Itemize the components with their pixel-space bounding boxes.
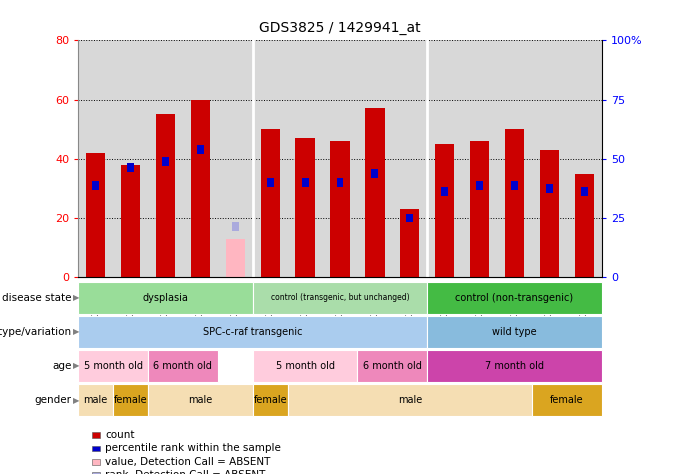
Text: GDS3825 / 1429941_at: GDS3825 / 1429941_at <box>259 21 421 36</box>
Bar <box>86 153 105 277</box>
Bar <box>435 144 454 277</box>
Bar <box>302 178 309 187</box>
Bar <box>337 178 343 187</box>
Bar <box>121 165 140 277</box>
Text: rank, Detection Call = ABSENT: rank, Detection Call = ABSENT <box>105 470 266 474</box>
Bar <box>540 150 559 277</box>
Text: 6 month old: 6 month old <box>363 361 422 371</box>
Bar <box>232 222 239 231</box>
Text: 6 month old: 6 month old <box>154 361 212 371</box>
Bar <box>92 181 99 190</box>
Text: percentile rank within the sample: percentile rank within the sample <box>105 443 282 454</box>
Bar <box>330 141 350 277</box>
Bar <box>511 181 518 190</box>
Bar <box>546 184 553 193</box>
Bar <box>505 129 524 277</box>
Bar <box>260 129 279 277</box>
Text: male: male <box>188 395 212 405</box>
Text: ▶: ▶ <box>73 362 80 370</box>
Bar <box>476 181 483 190</box>
Bar <box>226 239 245 277</box>
Text: male: male <box>398 395 422 405</box>
Bar <box>296 138 315 277</box>
Text: wild type: wild type <box>492 327 537 337</box>
Bar <box>127 163 134 172</box>
Text: ▶: ▶ <box>73 396 80 404</box>
Text: control (transgenic, but unchanged): control (transgenic, but unchanged) <box>271 293 409 302</box>
Text: 5 month old: 5 month old <box>84 361 143 371</box>
Bar <box>581 187 588 196</box>
Bar <box>401 209 420 277</box>
Text: disease state: disease state <box>2 292 71 303</box>
Text: genotype/variation: genotype/variation <box>0 327 71 337</box>
Text: dysplasia: dysplasia <box>143 292 188 303</box>
Text: gender: gender <box>35 395 71 405</box>
Text: ▶: ▶ <box>73 328 80 336</box>
Text: age: age <box>52 361 71 371</box>
Text: 7 month old: 7 month old <box>485 361 544 371</box>
Text: count: count <box>105 430 135 440</box>
Bar <box>365 109 384 277</box>
Bar <box>267 178 273 187</box>
Bar <box>407 214 413 222</box>
Text: SPC-c-raf transgenic: SPC-c-raf transgenic <box>203 327 303 337</box>
Text: female: female <box>114 395 148 405</box>
Bar <box>191 100 210 277</box>
Bar <box>575 173 594 277</box>
Text: control (non-transgenic): control (non-transgenic) <box>456 292 574 303</box>
Bar <box>441 187 448 196</box>
Text: female: female <box>254 395 287 405</box>
Bar <box>156 114 175 277</box>
Text: female: female <box>550 395 583 405</box>
Bar <box>197 146 204 155</box>
Bar <box>470 141 489 277</box>
Text: ▶: ▶ <box>73 293 80 302</box>
Text: male: male <box>84 395 107 405</box>
Bar <box>371 169 378 178</box>
Text: 5 month old: 5 month old <box>275 361 335 371</box>
Text: value, Detection Call = ABSENT: value, Detection Call = ABSENT <box>105 456 271 467</box>
Bar <box>162 157 169 166</box>
